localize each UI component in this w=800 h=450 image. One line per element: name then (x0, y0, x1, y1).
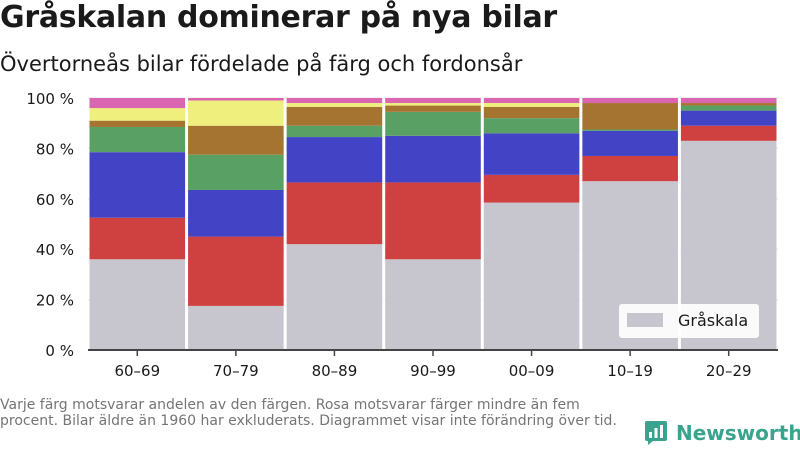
bar-segment-green (385, 111, 481, 136)
bar-segment-red (89, 217, 186, 260)
legend-label: Gråskala (678, 311, 748, 330)
x-tick-label: 00–09 (509, 362, 555, 380)
bar-segment-red (680, 125, 777, 141)
bar-segment-pink (286, 98, 383, 104)
newsworthy-icon (645, 421, 667, 445)
bar-segment-green (188, 154, 284, 190)
bar-segment-pink (188, 98, 284, 101)
bar-segment-yellow (483, 103, 580, 107)
bar-segment-green (680, 105, 777, 111)
bar-segment-brown (483, 106, 580, 119)
bar-segment-yellow (385, 103, 481, 106)
bar-segment-yellow (188, 100, 284, 126)
bar-segment-brown (188, 125, 284, 155)
x-tick-label: 80–89 (312, 362, 358, 380)
bar-segment-red (385, 182, 481, 260)
footnote: Varje färg motsvarar andelen av den färg… (0, 397, 617, 429)
bar-segment-brown (286, 106, 383, 126)
y-tick-label: 40 % (36, 241, 74, 259)
bar-segment-green (286, 125, 383, 138)
bar-segment-green (89, 126, 186, 153)
bar-segment-pink (582, 98, 678, 104)
y-tick-label: 100 % (26, 90, 74, 108)
bar-segment-green (582, 129, 678, 131)
y-tick-label: 20 % (36, 292, 74, 310)
bar-segment-blue (188, 189, 284, 237)
bar-segment-red (582, 155, 678, 182)
bar-segment-blue (680, 110, 777, 126)
x-tick-label: 90–99 (410, 362, 456, 380)
x-tick-label: 70–79 (213, 362, 259, 380)
bar-segment-green (483, 118, 580, 134)
bar-segment-pink (385, 98, 481, 104)
bar-segment-pink (483, 98, 580, 104)
bar-segment-grayscale (385, 259, 481, 350)
y-tick-label: 80 % (36, 140, 74, 158)
y-tick-label: 60 % (36, 191, 74, 209)
newsworthy-logo: Newsworthy (644, 420, 800, 446)
chart-title: Gråskalan dominerar på nya bilar (0, 0, 557, 35)
stacked-bar-chart: 0 % 20 % 40 % 60 % 80 % 100 % 60–69 70–79 80–89 9… (26, 90, 778, 380)
bar-segment-grayscale (286, 244, 383, 350)
bar-segment-blue (286, 137, 383, 183)
x-tick-label: 60–69 (114, 362, 160, 380)
bar-segment-pink (89, 98, 186, 109)
bar-segment-blue (89, 152, 186, 218)
chart-subtitle: Övertorneås bilar fördelade på färg och … (0, 52, 523, 76)
bar-segment-red (286, 182, 383, 245)
y-tick-label: 0 % (45, 342, 74, 360)
x-tick-label: 20–29 (706, 362, 752, 380)
bar-segment-blue (582, 130, 678, 156)
bar-segment-brown (582, 103, 678, 130)
bar-segment-red (188, 236, 284, 306)
bar-segment-brown (680, 103, 777, 106)
bar-segment-blue (483, 133, 580, 175)
bar-segment-grayscale (89, 259, 186, 350)
bar-segment-yellow (286, 103, 383, 107)
brand-name: Newsworthy (676, 421, 800, 445)
x-tick-label: 10–19 (607, 362, 653, 380)
bar-segment-red (483, 174, 580, 203)
bar-segment-brown (89, 120, 186, 127)
legend-box (619, 304, 759, 338)
bar-segment-blue (385, 135, 481, 183)
bar-segment-grayscale (188, 305, 284, 350)
bar-segment-brown (385, 105, 481, 112)
bar-segment-grayscale (483, 202, 580, 350)
bar-segment-yellow (89, 108, 186, 121)
legend-swatch (627, 313, 663, 327)
bar-segment-pink (680, 98, 777, 104)
